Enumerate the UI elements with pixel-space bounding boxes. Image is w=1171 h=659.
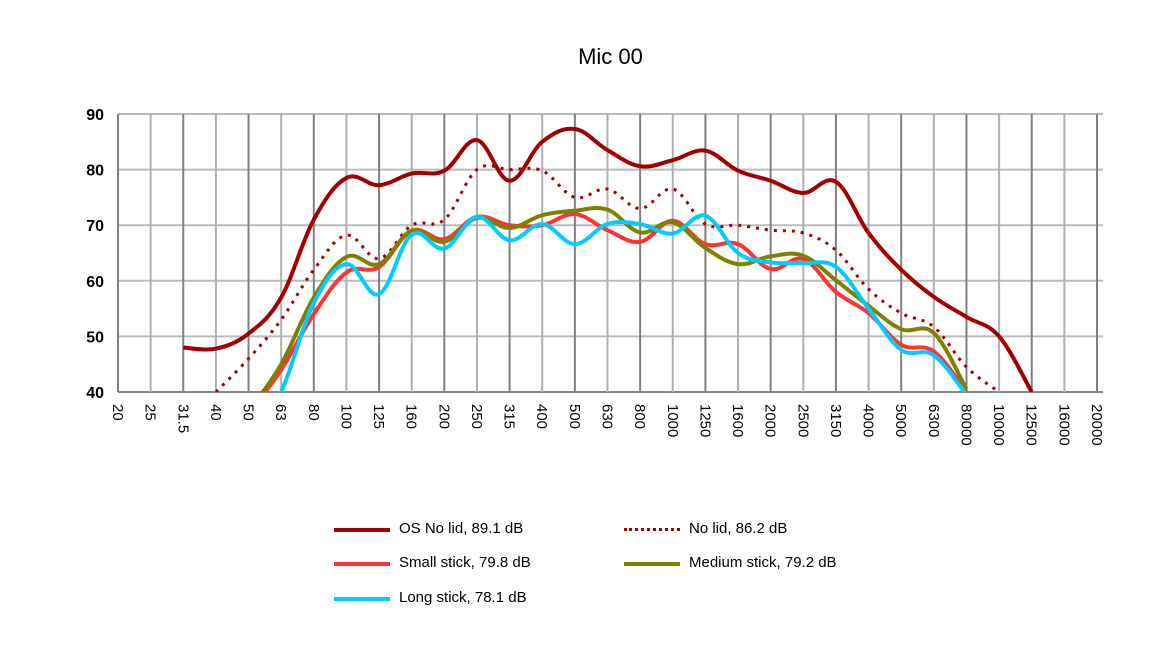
x-tick-label: 200 [435,404,452,429]
x-tick-label: 16000 [1055,404,1072,446]
legend-label: No lid, 86.2 dB [689,520,788,537]
y-tick-label: 90 [86,107,104,124]
legend-swatch [334,561,390,566]
legend-item: Small stick, 79.8 dB [334,554,531,571]
x-tick-label: 31.5 [174,404,191,433]
y-tick-label: 40 [86,385,104,402]
x-tick-label: 20 [109,404,126,421]
x-tick-label: 40 [207,404,224,421]
x-tick-label: 6300 [925,404,942,437]
y-tick-label: 60 [86,274,104,291]
legend-item: No lid, 86.2 dB [624,520,787,537]
y-tick-label: 80 [86,163,104,180]
x-tick-label: 315 [501,404,518,429]
x-tick-label: 1000 [664,404,681,437]
y-tick-label: 50 [86,329,104,346]
x-tick-label: 100 [337,404,354,429]
x-tick-label: 50 [240,404,257,421]
legend-label: Small stick, 79.8 dB [399,554,531,571]
x-tick-label: 800 [631,404,648,429]
x-tick-label: 160 [403,404,420,429]
legend-label: Long stick, 78.1 dB [399,589,527,606]
chart-title: Mic 00 [578,44,643,69]
x-tick-label: 400 [533,404,550,429]
x-tick-label: 630 [599,404,616,429]
x-tick-label: 25 [142,404,159,421]
x-tick-label: 80 [305,404,322,421]
x-tick-label: 500 [566,404,583,429]
y-tick-label: 70 [86,218,104,235]
legend-swatch [624,528,680,531]
legend-item: Long stick, 78.1 dB [334,589,527,606]
series-line-long-stick [278,213,967,392]
x-tick-label: 3150 [827,404,844,437]
x-tick-label: 1250 [696,404,713,437]
x-tick-label: 250 [468,404,485,429]
legend-label: OS No lid, 89.1 dB [399,520,524,537]
series-line-medium-stick [260,206,969,392]
x-tick-label: 12500 [1023,404,1040,446]
legend-item: OS No lid, 89.1 dB [334,520,523,537]
x-tick-label: 63 [272,404,289,421]
x-tick-label: 125 [370,404,387,429]
legend-swatch [334,527,390,532]
series-line-no-lid [214,164,1001,392]
legend-label: Medium stick, 79.2 dB [689,554,837,571]
x-tick-label: 10000 [990,404,1007,446]
x-tick-label: 20000 [1088,404,1105,446]
x-tick-label: 1600 [729,404,746,437]
x-tick-label: 5000 [892,404,909,437]
x-tick-label: 80000 [957,404,974,446]
legend-item: Medium stick, 79.2 dB [624,554,837,571]
series-line-small-stick [262,212,969,392]
series-line-os-no-lid [183,126,1034,392]
legend-swatch [624,561,680,566]
x-tick-label: 2500 [794,404,811,437]
x-tick-label: 4000 [860,404,877,437]
legend-swatch [334,596,390,601]
x-tick-label: 2000 [762,404,779,437]
